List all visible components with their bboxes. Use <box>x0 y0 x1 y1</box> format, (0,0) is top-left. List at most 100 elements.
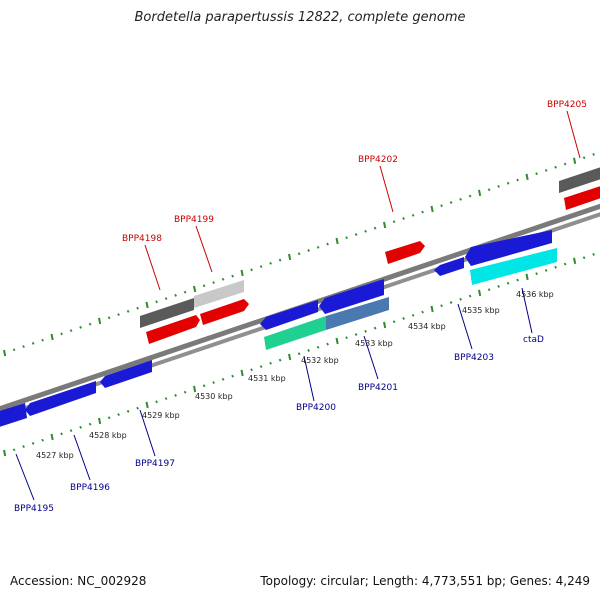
minor-tick <box>307 349 310 352</box>
gene-bpp4197[interactable] <box>100 360 152 388</box>
minor-tick <box>497 285 500 288</box>
minor-tick <box>297 352 301 356</box>
minor-tick <box>31 441 35 445</box>
label-bpp4199[interactable]: BPP4199 <box>174 215 214 225</box>
minor-tick <box>487 188 491 192</box>
minor-tick <box>117 313 120 317</box>
gene-bpp4200[interactable] <box>260 300 318 330</box>
gene-bpp4196[interactable] <box>25 381 96 416</box>
gene-bpp4203-left[interactable] <box>434 257 464 276</box>
label-bpp4203[interactable]: BPP4203 <box>454 353 494 363</box>
minor-tick <box>364 229 367 233</box>
minor-tick <box>563 162 567 166</box>
major-tick <box>3 349 7 357</box>
minor-tick <box>136 406 139 410</box>
gene-bpp4202[interactable] <box>385 241 425 264</box>
minor-tick <box>278 258 282 262</box>
minor-tick <box>468 194 472 198</box>
major-tick <box>383 321 387 329</box>
minor-tick <box>449 201 453 204</box>
minor-tick <box>221 277 225 281</box>
minor-tick <box>392 220 396 224</box>
minor-tick <box>155 400 158 404</box>
minor-tick <box>364 329 367 333</box>
minor-tick <box>22 345 25 349</box>
label-bpp4201[interactable]: BPP4201 <box>358 383 398 393</box>
minor-tick <box>69 329 73 333</box>
major-tick <box>50 433 54 441</box>
label-bpp4205[interactable]: BPP4205 <box>547 100 587 110</box>
major-tick <box>145 401 149 409</box>
label-bpp4195[interactable]: BPP4195 <box>14 504 54 514</box>
bottom-tick-track <box>3 252 595 457</box>
minor-tick <box>202 384 206 388</box>
minor-tick <box>516 178 519 182</box>
gene-bpp4198-outer[interactable] <box>140 298 194 328</box>
gene-bpp4195[interactable] <box>0 403 27 430</box>
label-bpp4200[interactable]: BPP4200 <box>296 403 336 413</box>
label-bpp4196[interactable]: BPP4196 <box>70 483 110 493</box>
minor-tick <box>554 265 557 269</box>
major-tick <box>478 289 482 297</box>
major-tick <box>50 333 54 341</box>
minor-tick <box>506 281 510 285</box>
minor-tick <box>221 377 225 381</box>
major-tick <box>98 417 102 425</box>
minor-tick <box>183 390 187 394</box>
minor-tick <box>269 261 272 265</box>
minor-tick <box>136 306 139 310</box>
minor-tick <box>354 333 358 336</box>
major-tick <box>430 305 434 313</box>
label-ctad[interactable]: ctaD <box>523 335 544 345</box>
minor-tick <box>202 284 206 288</box>
scale-label: 4535 kbp <box>462 306 500 315</box>
minor-tick <box>544 268 548 272</box>
reverse-genes <box>0 230 557 430</box>
major-tick <box>525 173 529 181</box>
minor-tick <box>459 297 462 301</box>
gene-bpp4203[interactable] <box>465 230 552 266</box>
label-leaders <box>15 110 581 501</box>
minor-tick <box>126 409 130 413</box>
minor-tick <box>544 168 548 172</box>
scale-label: 4532 kbp <box>301 356 339 365</box>
minor-tick <box>41 438 44 442</box>
gene-bpp4201-cds[interactable] <box>326 297 389 330</box>
gene-bpp4200-cds[interactable] <box>264 316 326 350</box>
label-bpp4197[interactable]: BPP4197 <box>135 459 175 469</box>
major-tick <box>478 189 482 197</box>
major-tick <box>383 221 387 229</box>
gene-bpp4205-outer[interactable] <box>559 164 600 193</box>
gene-bpp4198[interactable] <box>146 315 200 344</box>
label-bpp4202[interactable]: BPP4202 <box>358 155 398 165</box>
gene-ctad[interactable] <box>470 248 557 285</box>
accession-label: Accession: NC_002928 <box>10 574 147 588</box>
major-tick <box>335 337 339 345</box>
scale-label: 4527 kbp <box>36 451 74 460</box>
top-tick-track <box>3 152 595 357</box>
minor-tick <box>60 332 63 336</box>
minor-tick <box>582 256 586 260</box>
scale-label: 4531 kbp <box>248 374 286 383</box>
minor-tick <box>183 290 187 294</box>
gene-bpp4199-outer[interactable] <box>194 280 244 308</box>
minor-tick <box>326 242 329 246</box>
scale-label: 4529 kbp <box>142 411 180 420</box>
minor-tick <box>174 293 177 297</box>
minor-tick <box>88 422 92 426</box>
forward-genes <box>140 164 600 344</box>
minor-tick <box>278 358 282 362</box>
gene-bpp4205[interactable] <box>564 183 600 210</box>
minor-tick <box>307 249 310 252</box>
gene-bpp4199[interactable] <box>200 299 249 325</box>
gene-bpp4201[interactable] <box>319 279 384 314</box>
minor-tick <box>345 236 348 240</box>
minor-tick <box>259 265 263 268</box>
label-bpp4198[interactable]: BPP4198 <box>122 234 162 244</box>
minor-tick <box>582 156 586 160</box>
major-tick <box>525 273 529 281</box>
minor-tick <box>259 365 263 368</box>
major-tick <box>193 285 197 293</box>
major-tick <box>335 237 339 245</box>
minor-tick <box>535 172 538 176</box>
